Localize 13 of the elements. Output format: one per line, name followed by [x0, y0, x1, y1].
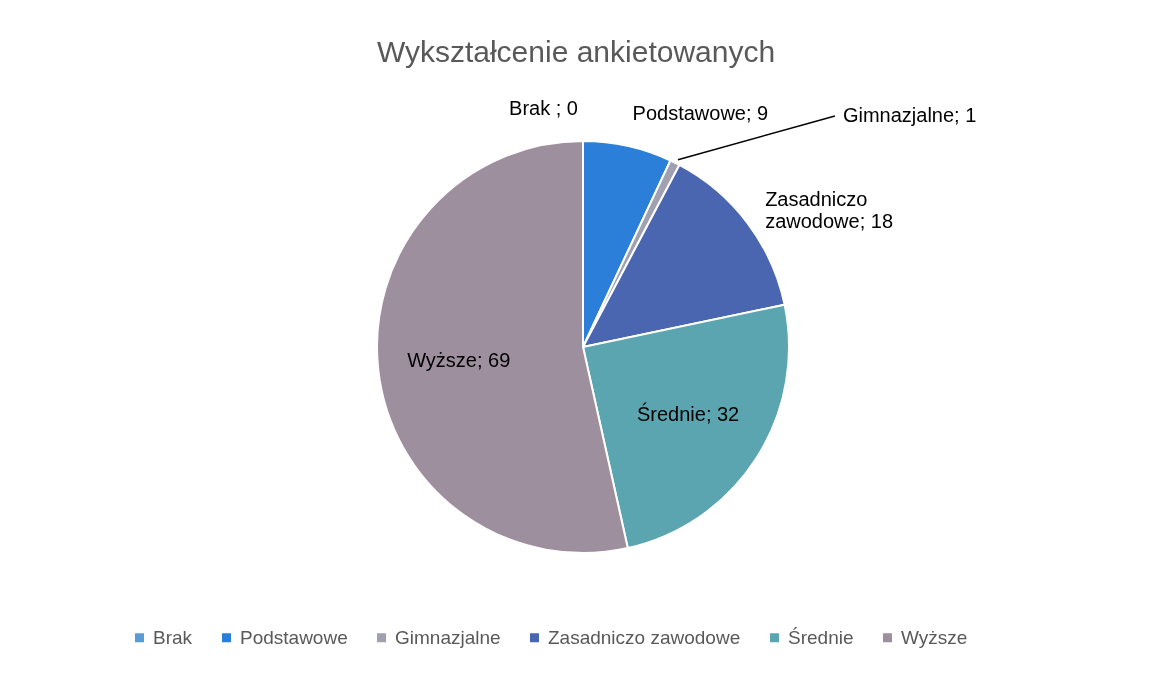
data-label: Wyższe; 69	[407, 348, 511, 371]
data-label: Średnie; 32	[636, 401, 740, 425]
chart-title: Wykształcenie ankietowanych	[376, 35, 776, 68]
data-label: Gimnazjalne; 1	[842, 104, 977, 126]
legend-label: Gimnazjalne	[395, 626, 501, 648]
data-label: Podstawowe; 9	[632, 102, 769, 125]
legend-label: Podstawowe	[240, 626, 348, 648]
legend-label: Średnie	[788, 626, 854, 648]
legend-label: Wyższe	[901, 626, 968, 648]
data-label: Zasadniczo zawodowe; 18	[765, 187, 894, 232]
legend-label: Brak	[153, 626, 193, 648]
text: Brak ; 0	[509, 97, 578, 119]
legend-label: Zasadniczo zawodowe	[548, 626, 741, 648]
